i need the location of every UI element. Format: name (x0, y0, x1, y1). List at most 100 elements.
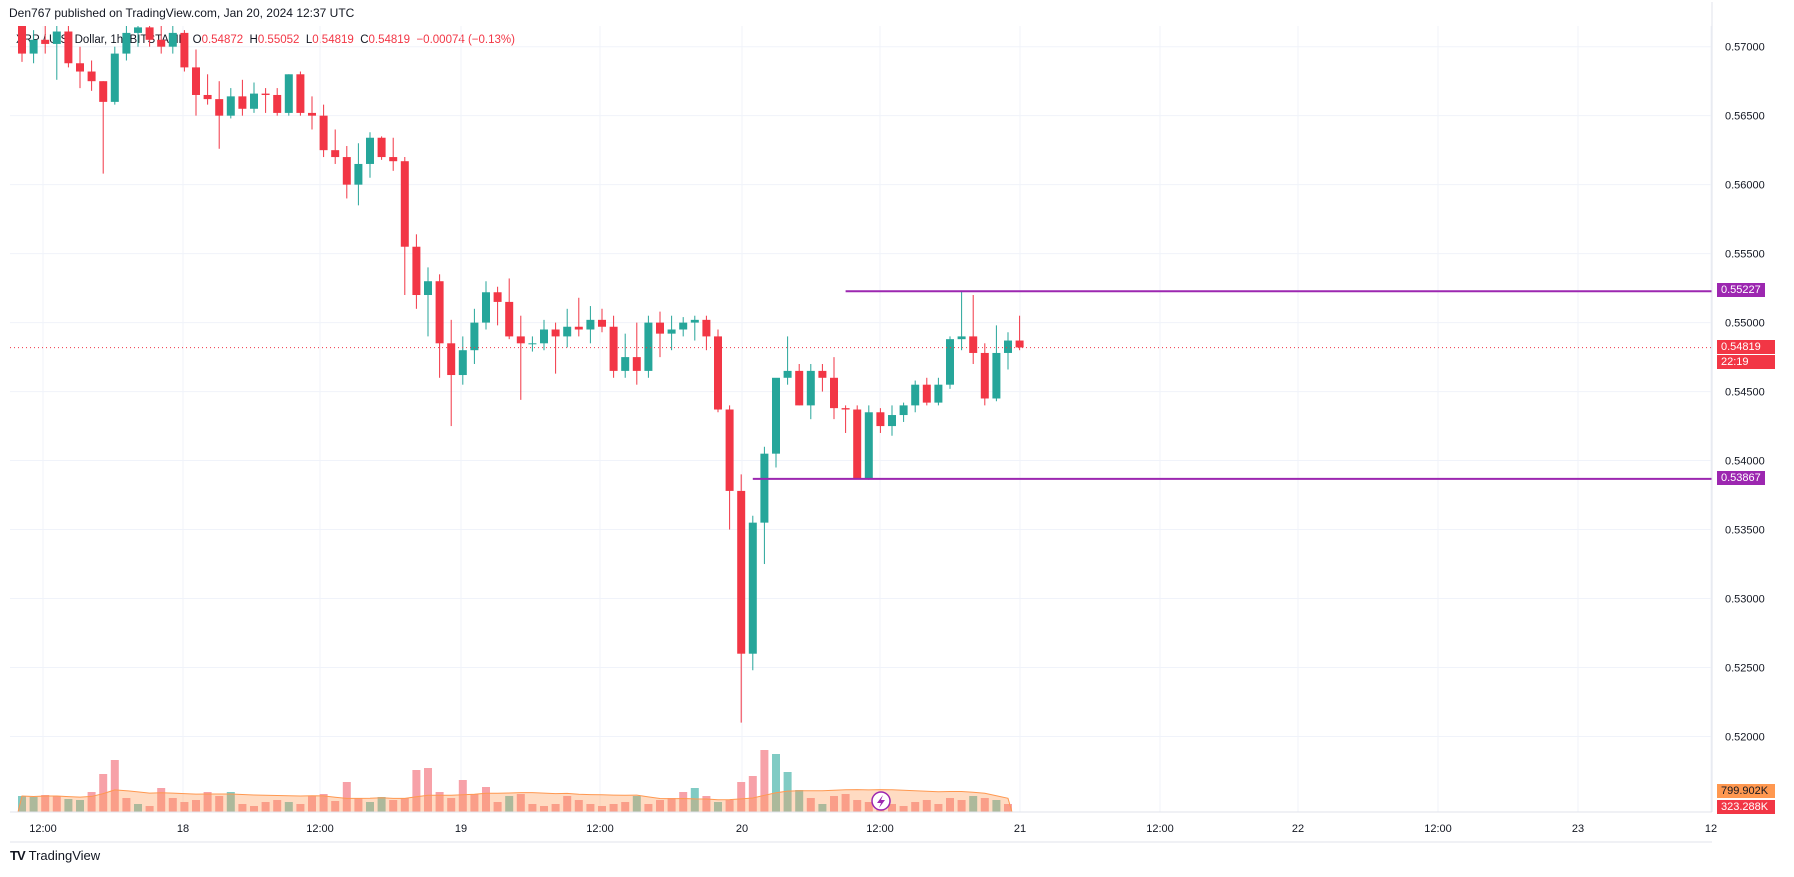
candle-body[interactable] (458, 350, 467, 376)
candle-body[interactable] (748, 522, 757, 654)
candle-body[interactable] (644, 322, 653, 371)
candle-body[interactable] (911, 384, 920, 406)
candle-body[interactable] (29, 39, 38, 54)
candle-body[interactable] (296, 74, 305, 113)
candle-body[interactable] (470, 322, 479, 351)
candle-body[interactable] (783, 370, 792, 378)
candles[interactable] (18, 26, 1024, 723)
candle-body[interactable] (400, 161, 409, 247)
candle-body[interactable] (412, 246, 421, 296)
candle-body[interactable] (760, 453, 769, 523)
candle-body[interactable] (435, 281, 444, 344)
candle-body[interactable] (795, 370, 804, 406)
candle-body[interactable] (772, 377, 780, 454)
candle-body[interactable] (226, 96, 235, 116)
candle-body[interactable] (621, 357, 630, 371)
candle-body[interactable] (667, 329, 676, 334)
candle-body[interactable] (342, 157, 351, 185)
candle-body[interactable] (192, 67, 200, 95)
volume-ma-area (17, 789, 1013, 813)
candle-body[interactable] (946, 339, 954, 385)
candle-body[interactable] (354, 163, 363, 185)
candle-body[interactable] (586, 319, 595, 330)
candle-body[interactable] (377, 137, 386, 158)
candle-body[interactable] (122, 32, 131, 54)
candle-body[interactable] (76, 63, 84, 72)
candle-body[interactable] (273, 94, 282, 113)
candle-body[interactable] (331, 150, 340, 158)
candle-body[interactable] (87, 71, 96, 82)
candle-body[interactable] (1015, 340, 1024, 348)
candle-body[interactable] (702, 319, 711, 337)
candle-body[interactable] (99, 81, 108, 102)
candle-body[interactable] (980, 352, 989, 399)
candle-body[interactable] (168, 32, 177, 47)
price-tick-label: 0.54500 (1725, 387, 1765, 399)
candle-body[interactable] (110, 53, 119, 102)
candle-body[interactable] (447, 343, 456, 376)
candle-body[interactable] (540, 329, 548, 344)
candle-body[interactable] (366, 137, 374, 164)
candle-body[interactable] (632, 357, 641, 371)
candle-body[interactable] (482, 292, 490, 323)
candle-body[interactable] (238, 96, 247, 109)
candle-body[interactable] (922, 384, 931, 403)
high-value: 0.55052 (257, 34, 300, 46)
candle-body[interactable] (389, 157, 398, 162)
candle-body[interactable] (888, 415, 896, 427)
candle-body[interactable] (203, 94, 212, 100)
price-axis[interactable]: 0.57000 0.56500 0.56000 0.55500 0.55000 0.545… (1711, 2, 1765, 812)
candle-body[interactable] (424, 281, 432, 296)
candle-body[interactable] (725, 409, 734, 491)
candle-body[interactable] (598, 319, 606, 327)
candle-body[interactable] (841, 408, 850, 410)
candle-body[interactable] (134, 27, 142, 33)
candle-body[interactable] (992, 352, 1001, 399)
candle-body[interactable] (493, 292, 502, 302)
candle-body[interactable] (1004, 340, 1012, 353)
candle-body[interactable] (261, 93, 270, 95)
candle-body[interactable] (876, 412, 885, 427)
candle-body[interactable] (250, 93, 258, 109)
candle-body[interactable] (737, 490, 746, 654)
candle-body[interactable] (714, 336, 722, 410)
candle-body[interactable] (574, 326, 583, 330)
candle-body[interactable] (52, 31, 61, 44)
candle-body[interactable] (679, 322, 688, 330)
candle-body[interactable] (969, 336, 978, 353)
volume-bar (702, 796, 711, 812)
footer-brand[interactable]: TV TradingView (10, 848, 100, 863)
candle-body[interactable] (609, 326, 618, 371)
candle-body[interactable] (41, 39, 50, 44)
candle-body[interactable] (157, 39, 166, 47)
candle-body[interactable] (64, 31, 73, 64)
candle-body[interactable] (864, 412, 873, 479)
candle-body[interactable] (18, 26, 26, 54)
candle-body[interactable] (957, 336, 966, 340)
candle-body[interactable] (551, 329, 560, 337)
time-axis[interactable]: 12:00 18 12:00 19 12:00 20 12:00 21 12:00 22 12:00… (10, 811, 1717, 843)
candle-body[interactable] (899, 405, 908, 416)
candle-body[interactable] (830, 377, 838, 409)
candle-body[interactable] (818, 370, 827, 378)
candle-body[interactable] (145, 27, 154, 40)
candle-body[interactable] (563, 326, 572, 337)
volume-bar (795, 790, 804, 812)
candle-body[interactable] (284, 74, 293, 113)
candle-body[interactable] (319, 115, 328, 151)
candle-body[interactable] (215, 99, 224, 116)
candle-body[interactable] (516, 336, 525, 344)
candle-body[interactable] (934, 384, 943, 403)
candle-body[interactable] (180, 32, 189, 68)
candle-body[interactable] (528, 343, 537, 345)
lightning-icon[interactable] (871, 791, 891, 811)
candle-body[interactable] (806, 370, 815, 406)
horizontal-levels[interactable] (10, 290, 1712, 480)
candle-body[interactable] (853, 409, 862, 479)
candle-body[interactable] (505, 301, 514, 337)
candle-body[interactable] (690, 319, 699, 323)
candle-body[interactable] (308, 112, 316, 116)
candle-body[interactable] (656, 322, 664, 334)
volume-bar (99, 774, 108, 812)
